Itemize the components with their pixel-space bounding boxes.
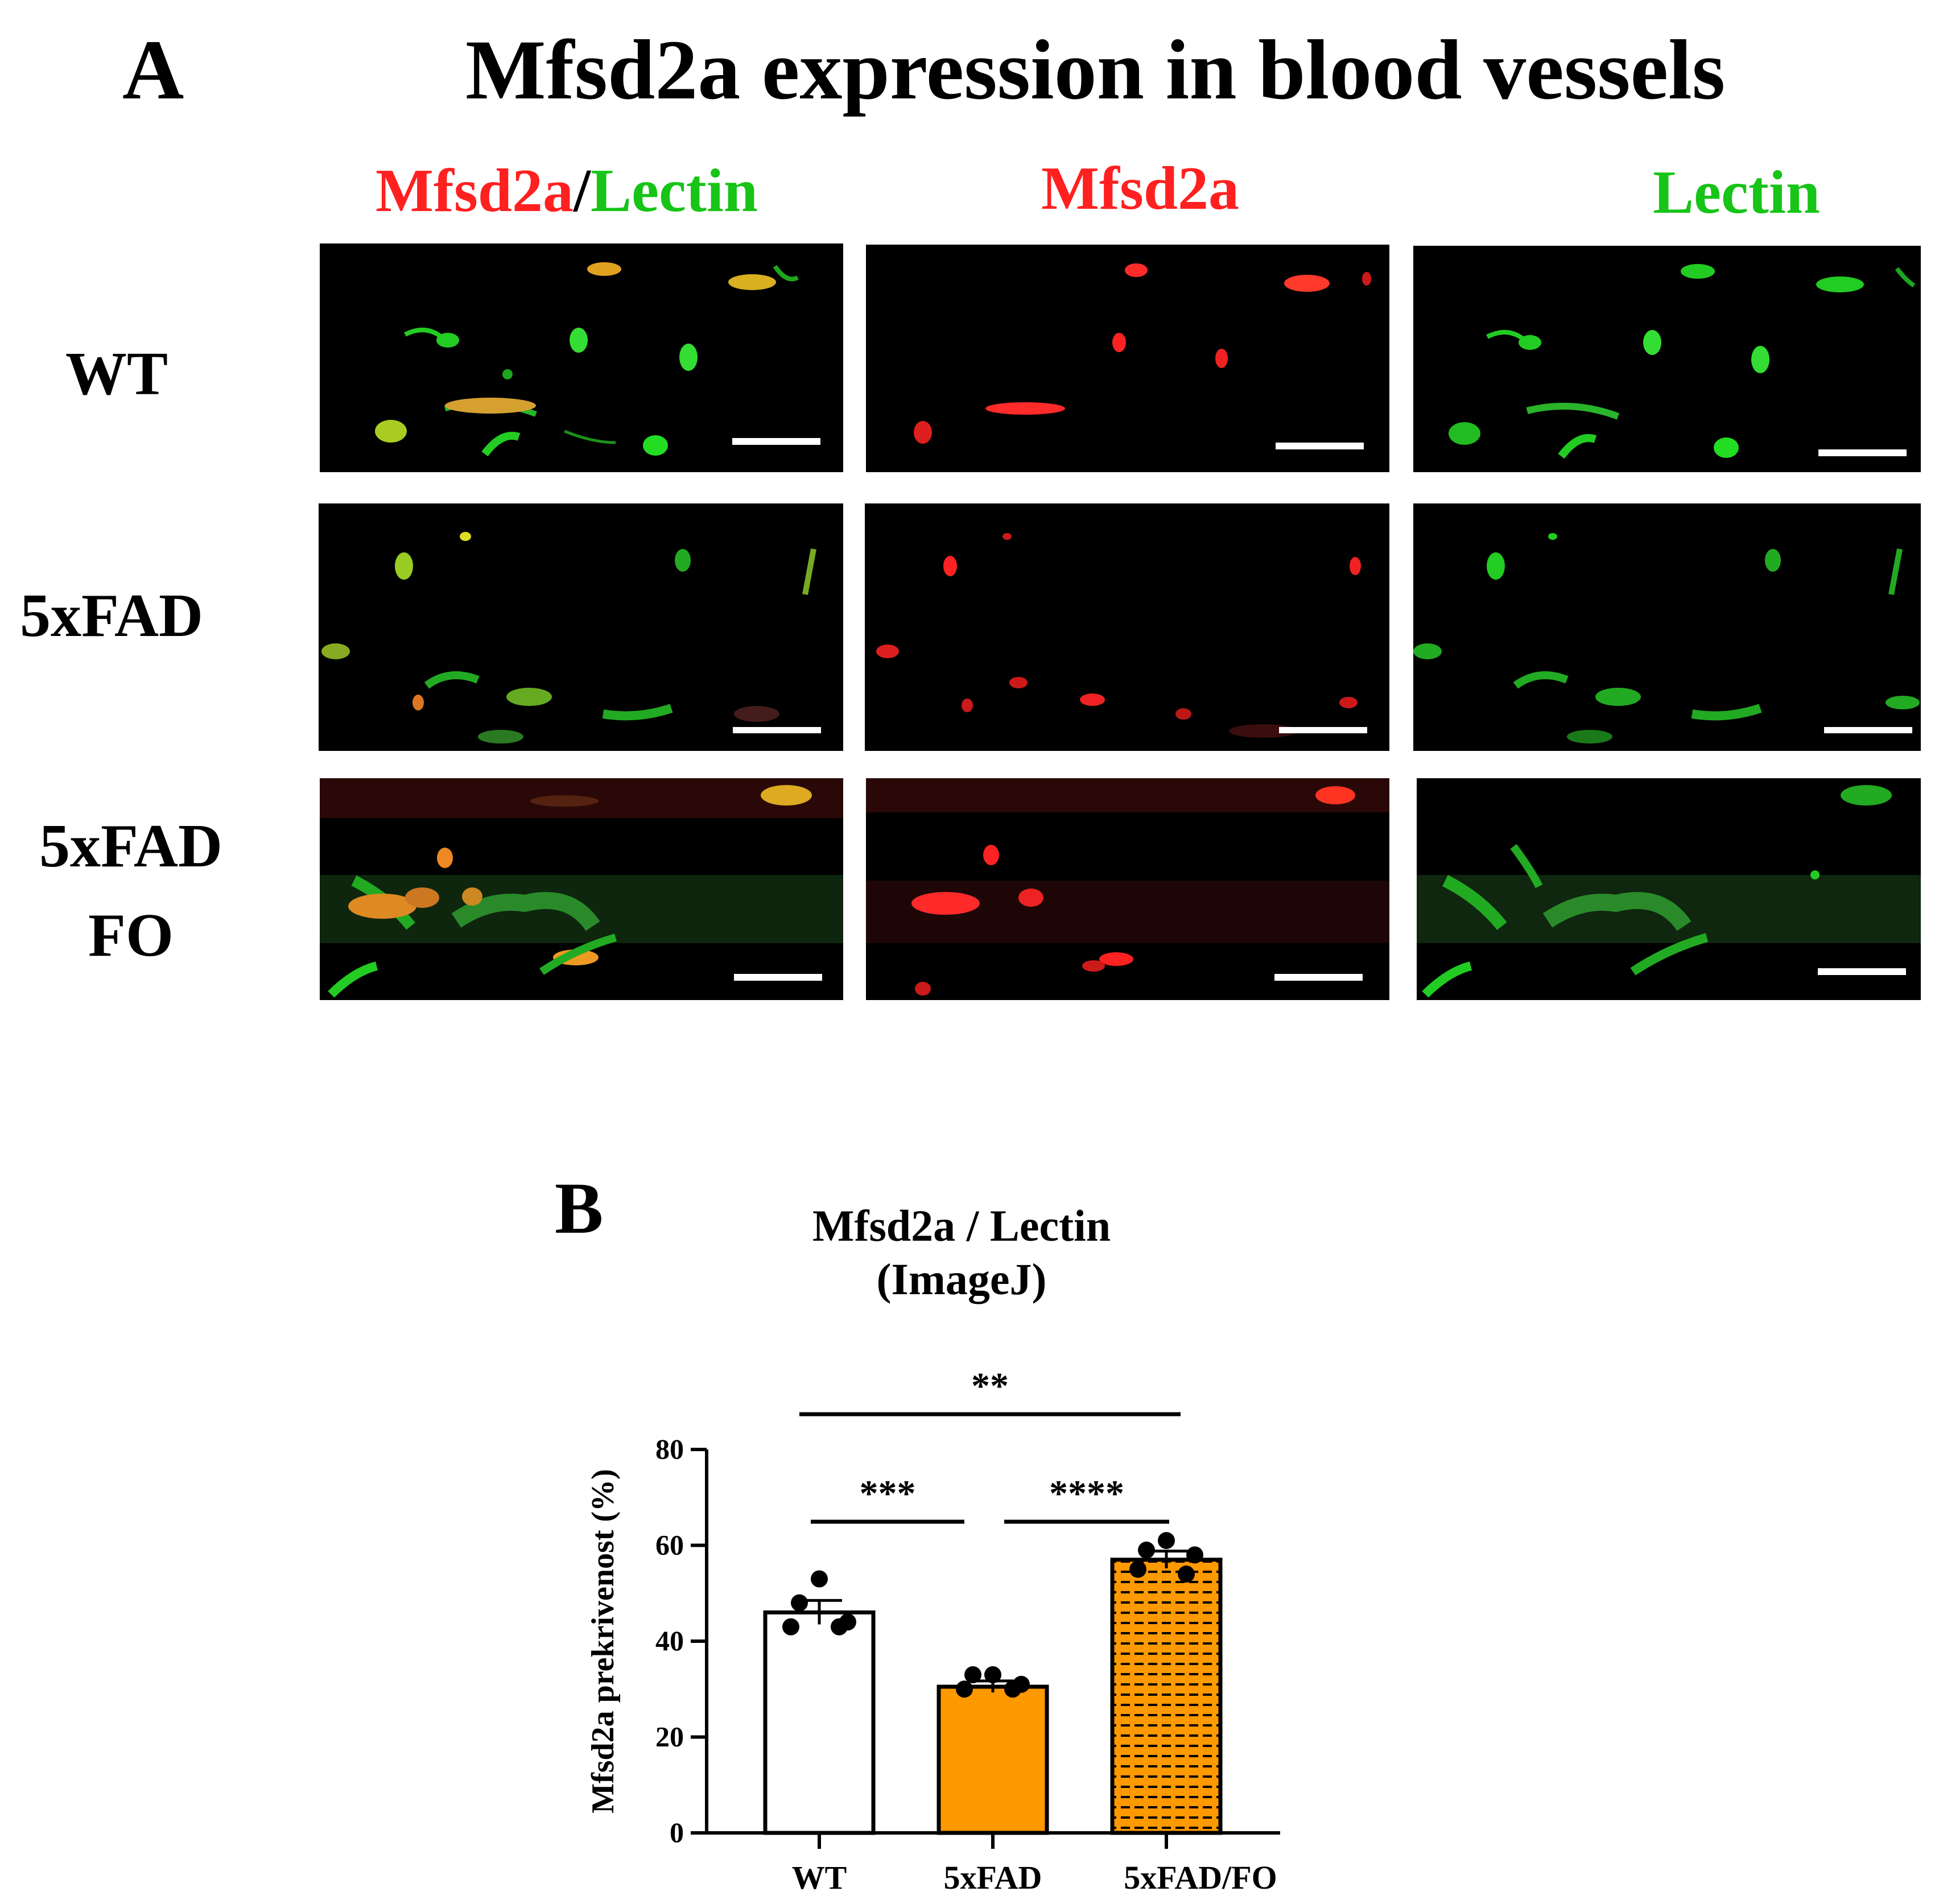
column-header-mfsd2a: Mfsd2a <box>1041 155 1239 222</box>
y-tick-label: 20 <box>655 1721 684 1753</box>
y-axis-label: Mfsd2a prekrivenost (%) <box>585 1469 621 1814</box>
y-tick-label: 60 <box>655 1529 684 1561</box>
y-tick-label: 0 <box>670 1816 684 1848</box>
micrograph-5xfad-fo-merge <box>320 778 843 1000</box>
data-point <box>1004 1680 1021 1698</box>
data-point <box>984 1666 1001 1683</box>
significance-label: *** <box>860 1473 916 1514</box>
bar-5xfad <box>937 1684 1049 1835</box>
micrograph-wt-lectin <box>1413 246 1921 472</box>
data-point <box>956 1680 973 1698</box>
chart-title-line2: (ImageJ) <box>876 1254 1047 1304</box>
row-label-wt: WT <box>65 340 168 408</box>
bar-wt <box>763 1610 876 1835</box>
micrograph-5xfad-mfsd2a <box>865 503 1389 751</box>
merge-label-slash: / <box>574 157 591 225</box>
data-point <box>811 1570 828 1588</box>
data-point <box>964 1666 981 1683</box>
row-label-5xfad-fo-line2: FO <box>88 901 174 969</box>
data-point <box>782 1618 799 1635</box>
panel-b-letter: B <box>555 1168 604 1249</box>
micrograph-5xfad-merge <box>319 503 843 751</box>
column-header-merge: Mfsd2a/Lectin <box>376 160 758 222</box>
data-point <box>1186 1546 1203 1564</box>
panel-a-letter: A <box>122 23 184 117</box>
micrograph-5xfad-lectin <box>1413 503 1921 751</box>
chart-title-line1: Mfsd2a / Lectin <box>812 1201 1111 1250</box>
micrograph-5xfad-fo-mfsd2a <box>866 778 1389 1000</box>
data-point <box>1158 1532 1175 1550</box>
chart-title: Mfsd2a / Lectin (ImageJ) <box>757 1199 1166 1306</box>
micrograph-wt-merge <box>320 243 843 472</box>
micrograph-wt-mfsd2a <box>866 245 1389 472</box>
micrograph-5xfad-fo-lectin <box>1417 778 1921 1000</box>
panel-a-title: Mfsd2a expression in blood vessels <box>465 23 1726 117</box>
data-point <box>1129 1560 1146 1578</box>
x-tick-label: WT <box>792 1859 847 1896</box>
bar-5xfad-fo <box>1110 1558 1223 1835</box>
x-tick-label: 5xFAD <box>944 1859 1042 1896</box>
column-header-lectin: Lectin <box>1653 159 1820 226</box>
y-tick-label: 40 <box>655 1625 684 1657</box>
significance-label: **** <box>1049 1473 1124 1514</box>
row-label-5xfad-fo: 5xFAD FO <box>23 802 239 980</box>
merge-label-mfsd2a: Mfsd2a <box>376 157 574 225</box>
row-label-5xfad: 5xFAD <box>20 582 203 650</box>
row-label-5xfad-fo-line1: 5xFAD <box>39 812 222 880</box>
data-point <box>1178 1566 1195 1583</box>
data-point <box>1138 1541 1155 1559</box>
significance-label: ** <box>971 1365 1009 1407</box>
x-tick-label: 5xFAD/FO <box>1124 1859 1277 1896</box>
data-point <box>831 1618 848 1635</box>
data-point <box>791 1594 808 1612</box>
y-tick-label: 80 <box>655 1433 684 1465</box>
merge-label-lectin: Lectin <box>591 157 758 225</box>
